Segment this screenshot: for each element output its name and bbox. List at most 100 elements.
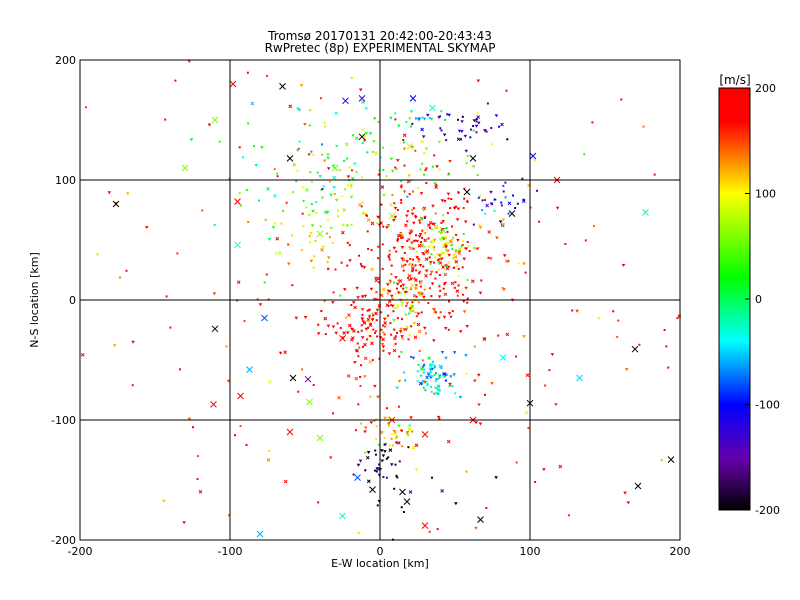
data-point: [463, 197, 466, 200]
data-point: [663, 329, 666, 331]
data-point: [332, 186, 336, 190]
data-point: [401, 234, 404, 237]
data-point: [419, 221, 422, 224]
data-point: [301, 368, 303, 371]
data-point: [445, 248, 448, 251]
data-point: [369, 335, 372, 337]
data-point: [475, 118, 478, 121]
data-point: [419, 293, 422, 296]
data-point: [489, 190, 493, 194]
data-point: [417, 291, 421, 295]
data-point: [411, 122, 414, 125]
data-point: [478, 226, 483, 230]
data-point: [436, 227, 439, 230]
data-point: [464, 247, 469, 251]
data-point: [400, 351, 403, 353]
data-point: [366, 479, 371, 484]
data-point: [366, 151, 369, 154]
data-point: [446, 192, 451, 196]
data-point: [329, 193, 333, 197]
data-point: [438, 285, 441, 288]
data-point: [431, 360, 434, 363]
data-point: [437, 116, 441, 120]
data-point: [433, 182, 437, 186]
data-point: [423, 380, 427, 384]
data-point: [446, 230, 449, 233]
data-point: [359, 262, 362, 265]
data-point: [296, 169, 299, 172]
data-point: [368, 314, 371, 317]
data-point: [406, 239, 409, 242]
data-point: [358, 346, 361, 349]
data-point: [317, 323, 320, 326]
data-point: [283, 479, 288, 484]
data-point: [292, 191, 295, 194]
data-point: [312, 384, 315, 386]
data-point: [466, 301, 469, 304]
data-point: [500, 204, 503, 207]
data-point: [497, 334, 500, 337]
data-point: [363, 375, 367, 379]
data-point: [450, 281, 455, 286]
data-point: [487, 256, 490, 259]
data-point: [410, 286, 413, 289]
data-point: [437, 268, 440, 271]
data-point: [389, 279, 392, 282]
data-point: [410, 145, 415, 149]
data-point-cross: [463, 188, 471, 196]
data-point: [472, 119, 477, 123]
data-point: [389, 202, 393, 207]
data-point: [373, 419, 376, 422]
data-point: [297, 108, 302, 112]
data-point: [430, 390, 433, 393]
data-point: [375, 291, 378, 294]
data-point: [428, 530, 431, 533]
data-point: [388, 256, 391, 259]
data-point: [424, 273, 428, 278]
data-point: [397, 237, 400, 240]
data-point: [437, 392, 440, 395]
data-point: [347, 313, 351, 318]
data-point: [394, 276, 398, 280]
data-point: [409, 262, 413, 266]
data-point: [131, 384, 134, 387]
data-point: [481, 209, 484, 212]
data-point: [363, 294, 368, 298]
data-point: [408, 312, 410, 315]
data-point: [409, 110, 414, 114]
data-point: [334, 331, 338, 335]
data-point-cross: [421, 522, 429, 529]
data-point: [341, 223, 345, 227]
data-point: [502, 190, 505, 193]
data-point: [423, 363, 426, 366]
data-point: [447, 173, 450, 176]
data-point: [505, 332, 510, 337]
data-point: [353, 305, 357, 310]
data-point: [118, 276, 121, 279]
data-point: [299, 84, 304, 87]
data-point: [421, 379, 424, 382]
data-point: [415, 295, 418, 298]
data-point: [422, 371, 425, 374]
data-point: [412, 190, 415, 193]
y-axis-ticks: -200 -100 0 100 200: [51, 54, 86, 547]
data-point: [442, 287, 445, 290]
data-point: [418, 381, 423, 386]
data-point: [422, 265, 425, 268]
data-point: [312, 153, 315, 156]
data-point: [313, 255, 316, 258]
data-point: [515, 355, 518, 358]
data-point: [187, 60, 192, 64]
data-point: [626, 501, 631, 505]
data-point: [314, 239, 317, 242]
data-point: [418, 272, 420, 275]
data-point: [434, 386, 437, 389]
data-point: [396, 291, 401, 295]
data-point: [386, 316, 389, 319]
data-point: [346, 264, 349, 267]
data-point: [376, 395, 380, 399]
data-point: [198, 489, 203, 494]
data-point: [400, 180, 402, 183]
data-point: [354, 429, 357, 432]
data-point: [424, 147, 429, 151]
